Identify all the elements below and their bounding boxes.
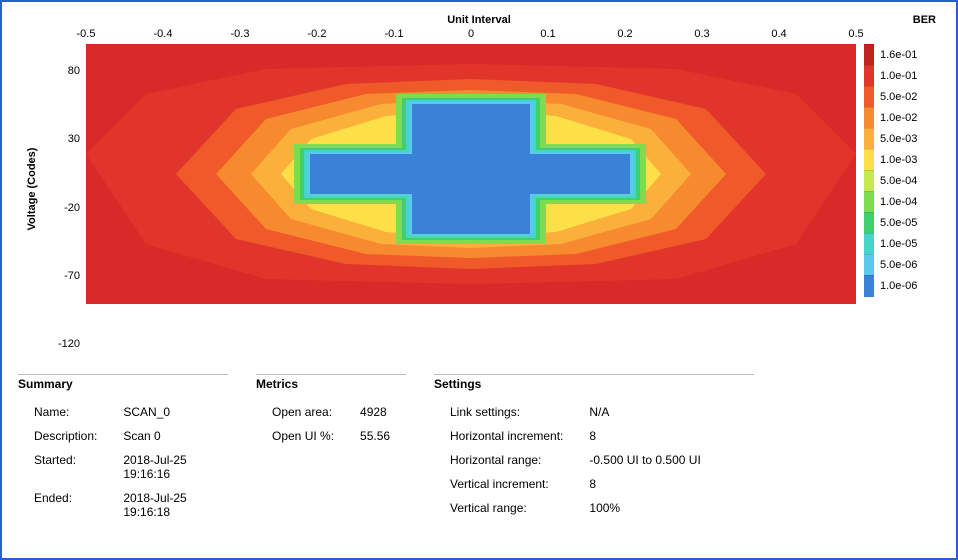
x-tick: 0.3 — [694, 28, 709, 40]
legend-label: 1.0e-06 — [874, 280, 917, 292]
x-tick: -0.1 — [385, 28, 404, 40]
x-tick: 0 — [468, 28, 474, 40]
legend-row: 1.0e-01 — [864, 65, 936, 86]
y-tick: 80 — [68, 65, 80, 77]
legend-swatch — [864, 275, 874, 297]
legend-label: 1.0e-04 — [874, 196, 917, 208]
x-tick: 0.4 — [771, 28, 786, 40]
legend-label: 1.0e-01 — [874, 70, 917, 82]
legend-swatch — [864, 212, 874, 234]
x-tick: 0.1 — [540, 28, 555, 40]
summary-column: Summary Name: SCAN_0 Description: Scan 0… — [18, 374, 228, 525]
settings-heading: Settings — [434, 377, 754, 391]
summary-ended-key: Ended: — [20, 487, 107, 523]
legend-row: 5.0e-04 — [864, 170, 936, 191]
legend-row: 1.0e-03 — [864, 149, 936, 170]
legend-label: 5.0e-05 — [874, 217, 917, 229]
legend-row: 5.0e-05 — [864, 212, 936, 233]
legend-swatch — [864, 254, 874, 276]
legend-row: 1.0e-04 — [864, 191, 936, 212]
legend-swatch — [864, 149, 874, 171]
legend-swatch — [864, 128, 874, 150]
legend-swatch — [864, 86, 874, 108]
settings-column: Settings Link settings: N/A Horizontal i… — [434, 374, 754, 525]
metrics-openarea-key: Open area: — [258, 401, 344, 423]
settings-hinc-key: Horizontal increment: — [436, 425, 573, 447]
heatmap-plot — [86, 44, 856, 304]
metrics-heading: Metrics — [256, 377, 406, 391]
summary-name-val: SCAN_0 — [109, 401, 226, 423]
x-axis-label: Unit Interval — [447, 14, 511, 26]
settings-link-key: Link settings: — [436, 401, 573, 423]
settings-vinc-key: Vertical increment: — [436, 473, 573, 495]
legend-swatch — [864, 170, 874, 192]
legend-row: 5.0e-02 — [864, 86, 936, 107]
info-section: Summary Name: SCAN_0 Description: Scan 0… — [18, 374, 940, 525]
x-tick: -0.4 — [154, 28, 173, 40]
summary-heading: Summary — [18, 377, 228, 391]
y-tick: -70 — [64, 270, 80, 282]
metrics-openui-val: 55.56 — [346, 425, 400, 447]
legend-row: 5.0e-03 — [864, 128, 936, 149]
y-tick: -120 — [58, 338, 80, 350]
legend-row: 1.0e-05 — [864, 233, 936, 254]
legend-label: 1.0e-03 — [874, 154, 917, 166]
ber-label: BER — [913, 14, 936, 26]
legend-row: 5.0e-06 — [864, 254, 936, 275]
eye-diagram-chart: Unit Interval Voltage (Codes) BER -0.5 -0… — [18, 14, 940, 364]
ber-legend: 1.6e-01 1.0e-01 5.0e-02 1.0e-02 5.0e-03 1.0e-… — [864, 44, 936, 296]
legend-swatch — [864, 65, 874, 87]
legend-label: 5.0e-03 — [874, 133, 917, 145]
x-tick: -0.2 — [308, 28, 327, 40]
y-axis-label: Voltage (Codes) — [26, 148, 38, 231]
summary-name-key: Name: — [20, 401, 107, 423]
legend-swatch — [864, 107, 874, 129]
legend-label: 1.0e-05 — [874, 238, 917, 250]
settings-hrange-key: Horizontal range: — [436, 449, 573, 471]
legend-row: 1.0e-02 — [864, 107, 936, 128]
legend-row: 1.6e-01 — [864, 44, 936, 65]
legend-label: 1.6e-01 — [874, 49, 917, 61]
settings-vinc-val: 8 — [575, 473, 710, 495]
metrics-openui-key: Open UI %: — [258, 425, 344, 447]
settings-vrange-key: Vertical range: — [436, 497, 573, 519]
eye-scan-panel: Unit Interval Voltage (Codes) BER -0.5 -0… — [0, 0, 958, 560]
legend-label: 1.0e-02 — [874, 112, 917, 124]
x-tick: -0.5 — [77, 28, 96, 40]
settings-vrange-val: 100% — [575, 497, 710, 519]
y-tick: 30 — [68, 133, 80, 145]
settings-link-val: N/A — [575, 401, 710, 423]
summary-desc-key: Description: — [20, 425, 107, 447]
x-tick: 0.2 — [617, 28, 632, 40]
x-tick-container: -0.5-0.4-0.3-0.2-0.100.10.20.30.40.5 — [86, 28, 856, 44]
legend-label: 5.0e-06 — [874, 259, 917, 271]
legend-label: 5.0e-02 — [874, 91, 917, 103]
settings-hrange-val: -0.500 UI to 0.500 UI — [575, 449, 710, 471]
legend-row: 1.0e-06 — [864, 275, 936, 296]
metrics-openarea-val: 4928 — [346, 401, 400, 423]
legend-swatch — [864, 233, 874, 255]
summary-ended-val: 2018-Jul-25 19:16:18 — [109, 487, 226, 523]
settings-hinc-val: 8 — [575, 425, 710, 447]
legend-label: 5.0e-04 — [874, 175, 917, 187]
summary-started-val: 2018-Jul-25 19:16:16 — [109, 449, 226, 485]
y-tick: -20 — [64, 202, 80, 214]
metrics-column: Metrics Open area: 4928 Open UI %: 55.56 — [256, 374, 406, 525]
y-tick-container: 8030-20-70-120 — [48, 44, 82, 344]
x-tick: -0.3 — [231, 28, 250, 40]
summary-desc-val: Scan 0 — [109, 425, 226, 447]
legend-swatch — [864, 191, 874, 213]
summary-started-key: Started: — [20, 449, 107, 485]
heatmap-svg — [86, 44, 856, 304]
x-tick: 0.5 — [848, 28, 863, 40]
legend-swatch — [864, 44, 874, 66]
